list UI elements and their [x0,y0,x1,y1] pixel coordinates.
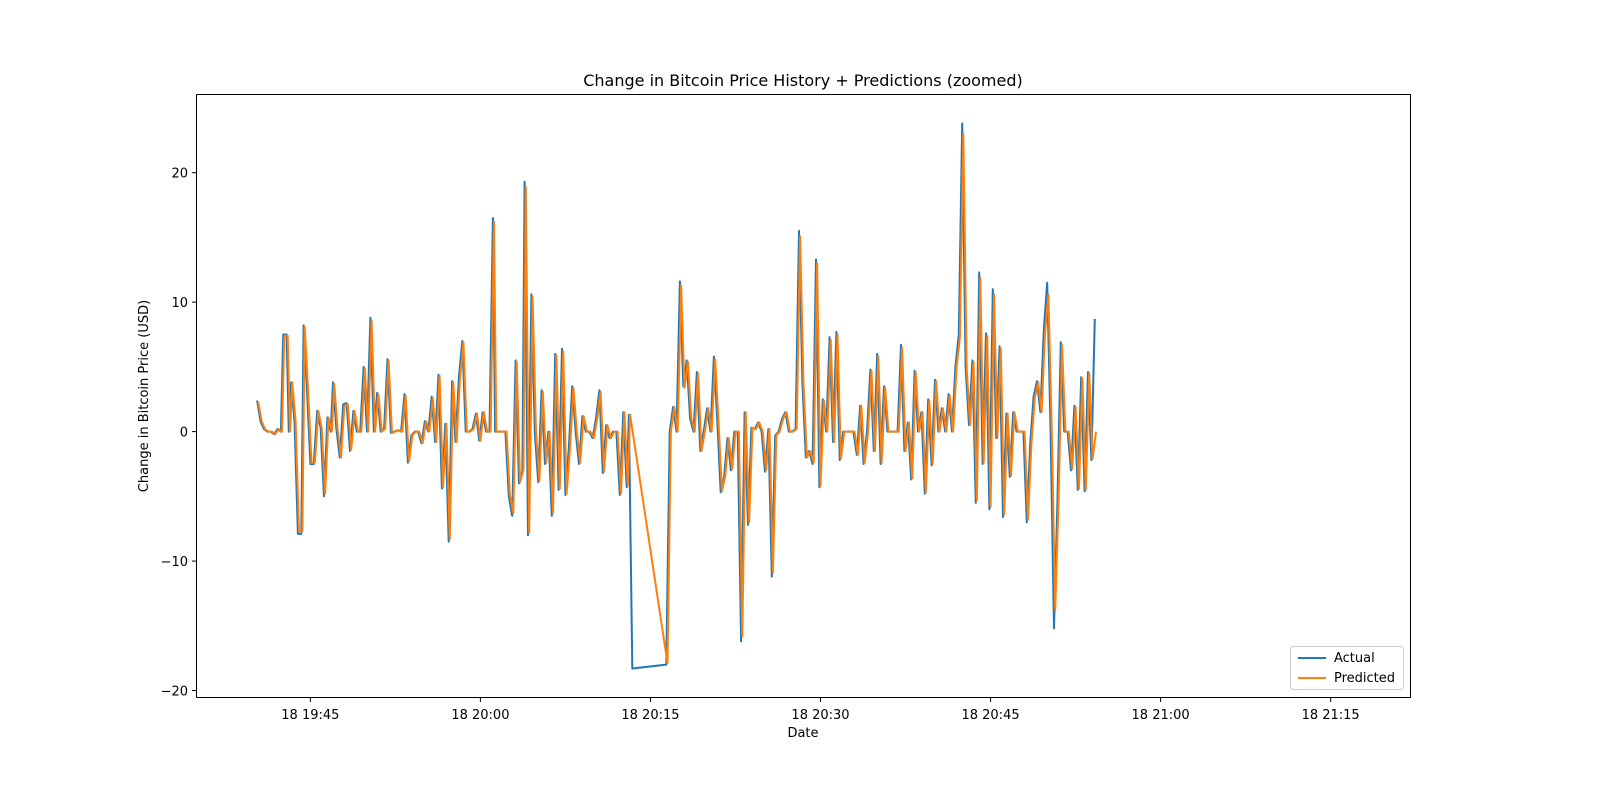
x-axis-title: Date [787,726,818,741]
x-tick-label: 18 20:45 [961,708,1019,723]
y-tick-label: 20 [171,167,188,182]
legend-label-actual: Actual [1334,651,1375,666]
x-tick-label: 18 20:00 [451,708,509,723]
x-tick-label: 18 20:30 [791,708,849,723]
x-axis: 18 19:45 18 20:00 18 20:15 18 20:30 18 20:45… [281,697,1360,723]
x-tick-label: 18 21:15 [1302,708,1360,723]
y-tick-label: −20 [161,685,188,700]
y-tick-label: −10 [161,555,188,570]
legend: Actual Predicted [1290,646,1404,690]
y-axis: −20 −10 0 10 20 [161,167,197,700]
x-tick-label: 18 19:45 [281,708,339,723]
x-tick-label: 18 20:15 [621,708,679,723]
y-axis-title: Change in Bitcoin Price (USD) [137,300,152,492]
series-line-actual [256,122,1096,670]
legend-label-predicted: Predicted [1334,671,1395,686]
y-tick-label: 0 [180,426,188,441]
x-tick-label: 18 21:00 [1132,708,1190,723]
plot-frame [196,94,1411,698]
chart-title: Change in Bitcoin Price History + Predic… [583,71,1023,90]
y-tick-label: 10 [171,296,188,311]
series-line-predicted [257,132,1097,665]
series-layer [256,122,1097,670]
